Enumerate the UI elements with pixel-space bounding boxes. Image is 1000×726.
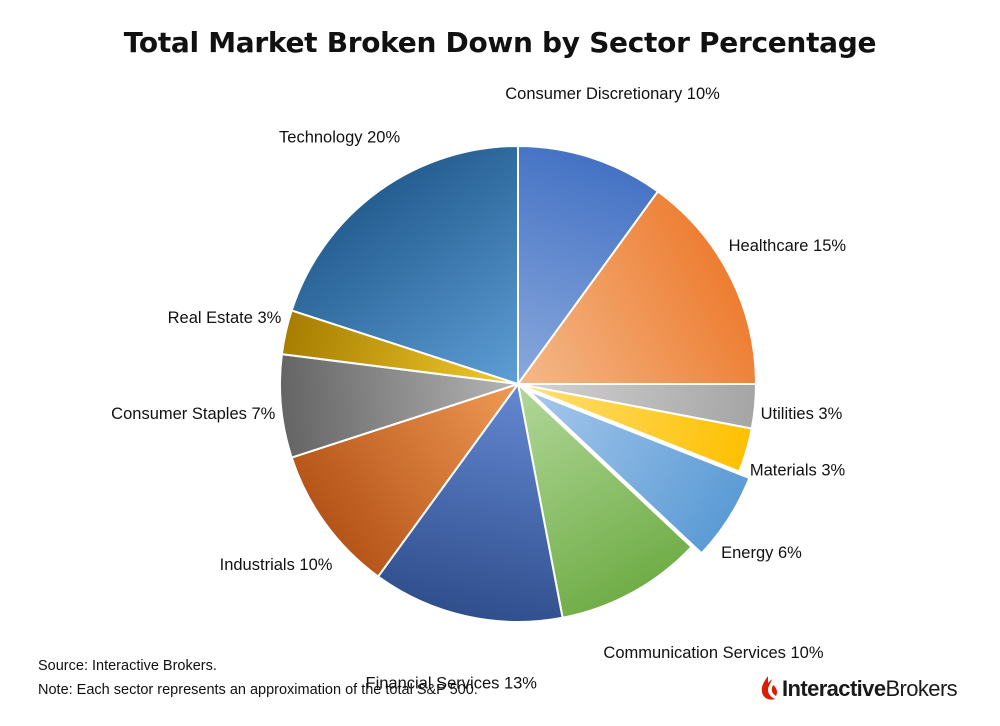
logo-flame-icon [761, 676, 777, 700]
chart-title: Total Market Broken Down by Sector Perce… [123, 26, 877, 59]
pie-slice-consumer-discretionary [517, 145, 659, 385]
pie-slice-materials [517, 383, 753, 473]
pie-slice-consumer-staples [279, 353, 519, 459]
slice-label-energy: Energy 6% [721, 544, 802, 562]
pie-labels: Consumer Discretionary 10% Healthcare 15%… [111, 85, 846, 693]
approximation-note: Note: Each sector represents an approxim… [38, 682, 478, 698]
slice-label-consumer-staples: Consumer Staples 7% [111, 405, 275, 423]
slice-label-communication-services: Communication Services 10% [603, 644, 823, 662]
slice-label-healthcare: Healthcare 15% [729, 237, 847, 255]
pie-slice-communication-services [517, 383, 693, 619]
interactive-brokers-logo: InteractiveBrokers [759, 674, 958, 704]
pie-slice-technology [290, 145, 519, 385]
logo-word-brokers: Brokers [885, 676, 958, 701]
slice-label-financial-services: Financial Services 13% [365, 675, 537, 693]
pie-slice-financial-services [377, 383, 564, 623]
slice-label-industrials: Industrials 10% [220, 556, 333, 574]
pie-slice-energy [527, 389, 751, 555]
pie-slices [279, 145, 757, 623]
slice-label-utilities: Utilities 3% [761, 405, 843, 423]
logo-word-interactive: Interactive [782, 676, 886, 701]
slice-label-materials: Materials 3% [750, 461, 846, 479]
source-note: Source: Interactive Brokers. [38, 658, 217, 674]
slice-label-technology: Technology 20% [279, 128, 400, 146]
slice-label-real-estate: Real Estate 3% [168, 309, 282, 327]
pie-slice-industrials [290, 383, 519, 578]
slice-label-consumer-discretionary: Consumer Discretionary 10% [505, 85, 720, 103]
logo-wordmark: InteractiveBrokers [782, 676, 958, 702]
pie-slice-healthcare [517, 190, 757, 385]
